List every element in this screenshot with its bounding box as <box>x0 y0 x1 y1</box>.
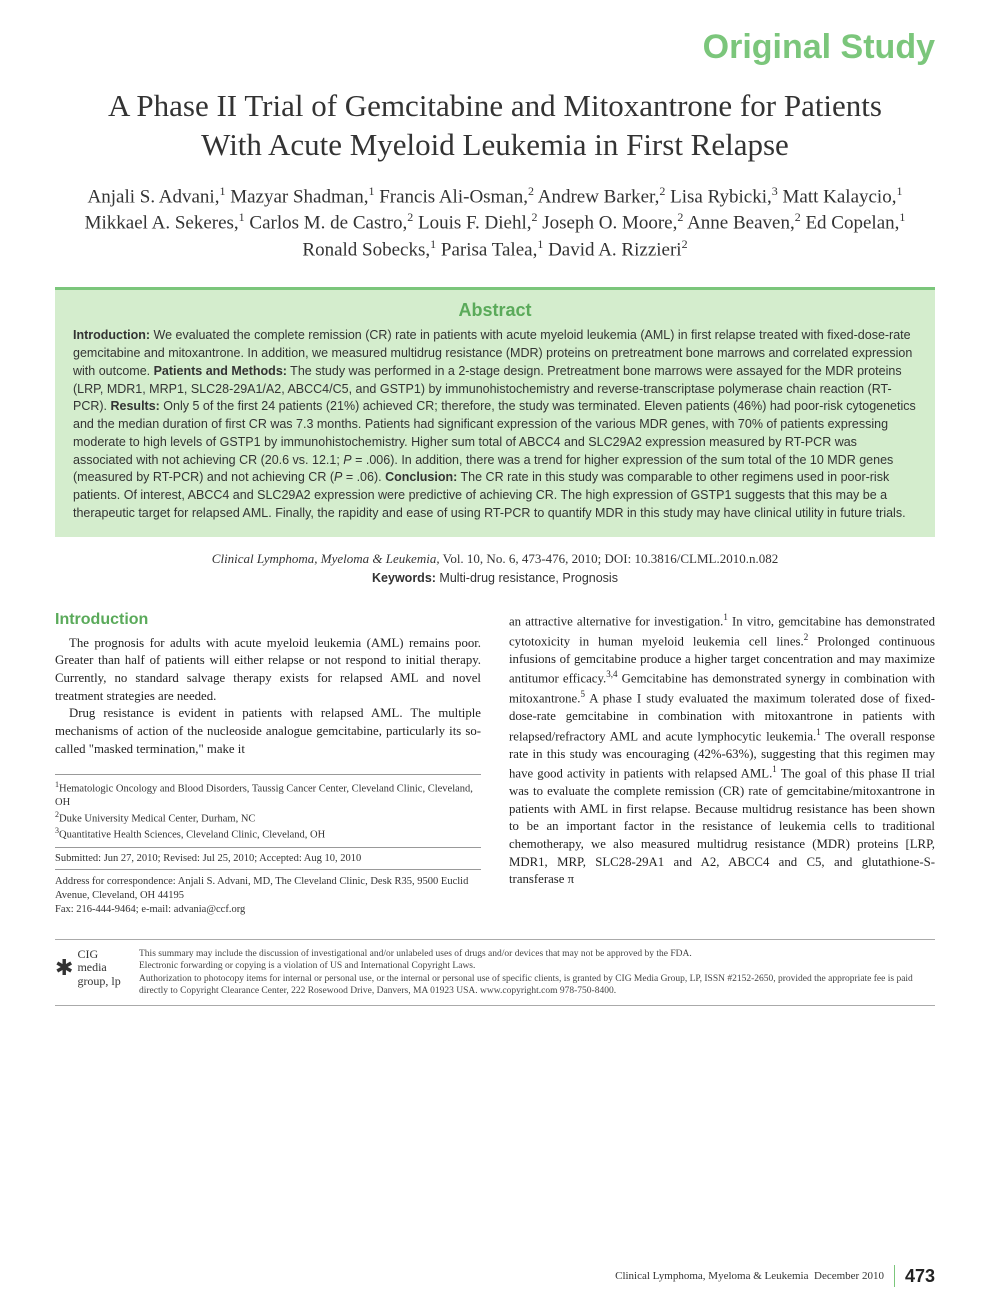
authors-list: Anjali S. Advani,1 Mazyar Shadman,1 Fran… <box>75 183 915 264</box>
intro-para-1: The prognosis for adults with acute myel… <box>55 635 481 706</box>
introduction-heading: Introduction <box>55 611 481 629</box>
left-column: Introduction The prognosis for adults wi… <box>55 611 481 922</box>
intro-para-2: Drug resistance is evident in patients w… <box>55 705 481 758</box>
abstract-box: Abstract Introduction: We evaluated the … <box>55 287 935 536</box>
correspondence-block: Address for correspondence: Anjali S. Ad… <box>55 870 481 921</box>
abstract-heading: Abstract <box>73 300 917 321</box>
keywords-line: Keywords: Multi-drug resistance, Prognos… <box>55 571 935 585</box>
article-type-label: Original Study <box>55 28 935 67</box>
publisher-logo: ✱ CIGmediagroup, lp <box>55 948 125 988</box>
intro-continuation: an attractive alternative for investigat… <box>509 611 935 889</box>
page-footer: Clinical Lymphoma, Myeloma & Leukemia De… <box>615 1265 935 1287</box>
publisher-name: CIGmediagroup, lp <box>77 948 120 988</box>
abstract-body: Introduction: We evaluated the complete … <box>73 327 917 522</box>
introduction-text-right: an attractive alternative for investigat… <box>509 611 935 889</box>
introduction-text-left: The prognosis for adults with acute myel… <box>55 635 481 759</box>
publisher-footer: ✱ CIGmediagroup, lp This summary may inc… <box>55 939 935 1006</box>
citation-line: Clinical Lymphoma, Myeloma & Leukemia, V… <box>55 551 935 567</box>
body-columns: Introduction The prognosis for adults wi… <box>55 611 935 922</box>
right-column: an attractive alternative for investigat… <box>509 611 935 922</box>
footer-journal-name: Clinical Lymphoma, Myeloma & Leukemia De… <box>615 1270 884 1282</box>
copyright-disclaimer: This summary may include the discussion … <box>139 948 935 997</box>
logo-glyph-icon: ✱ <box>55 957 73 979</box>
page-number: 473 <box>905 1266 935 1287</box>
affiliations-block: 1Hematologic Oncology and Blood Disorder… <box>55 774 481 848</box>
article-title: A Phase II Trial of Gemcitabine and Mito… <box>95 87 895 165</box>
footer-separator <box>894 1265 895 1287</box>
submission-dates: Submitted: Jun 27, 2010; Revised: Jul 25… <box>55 848 481 870</box>
